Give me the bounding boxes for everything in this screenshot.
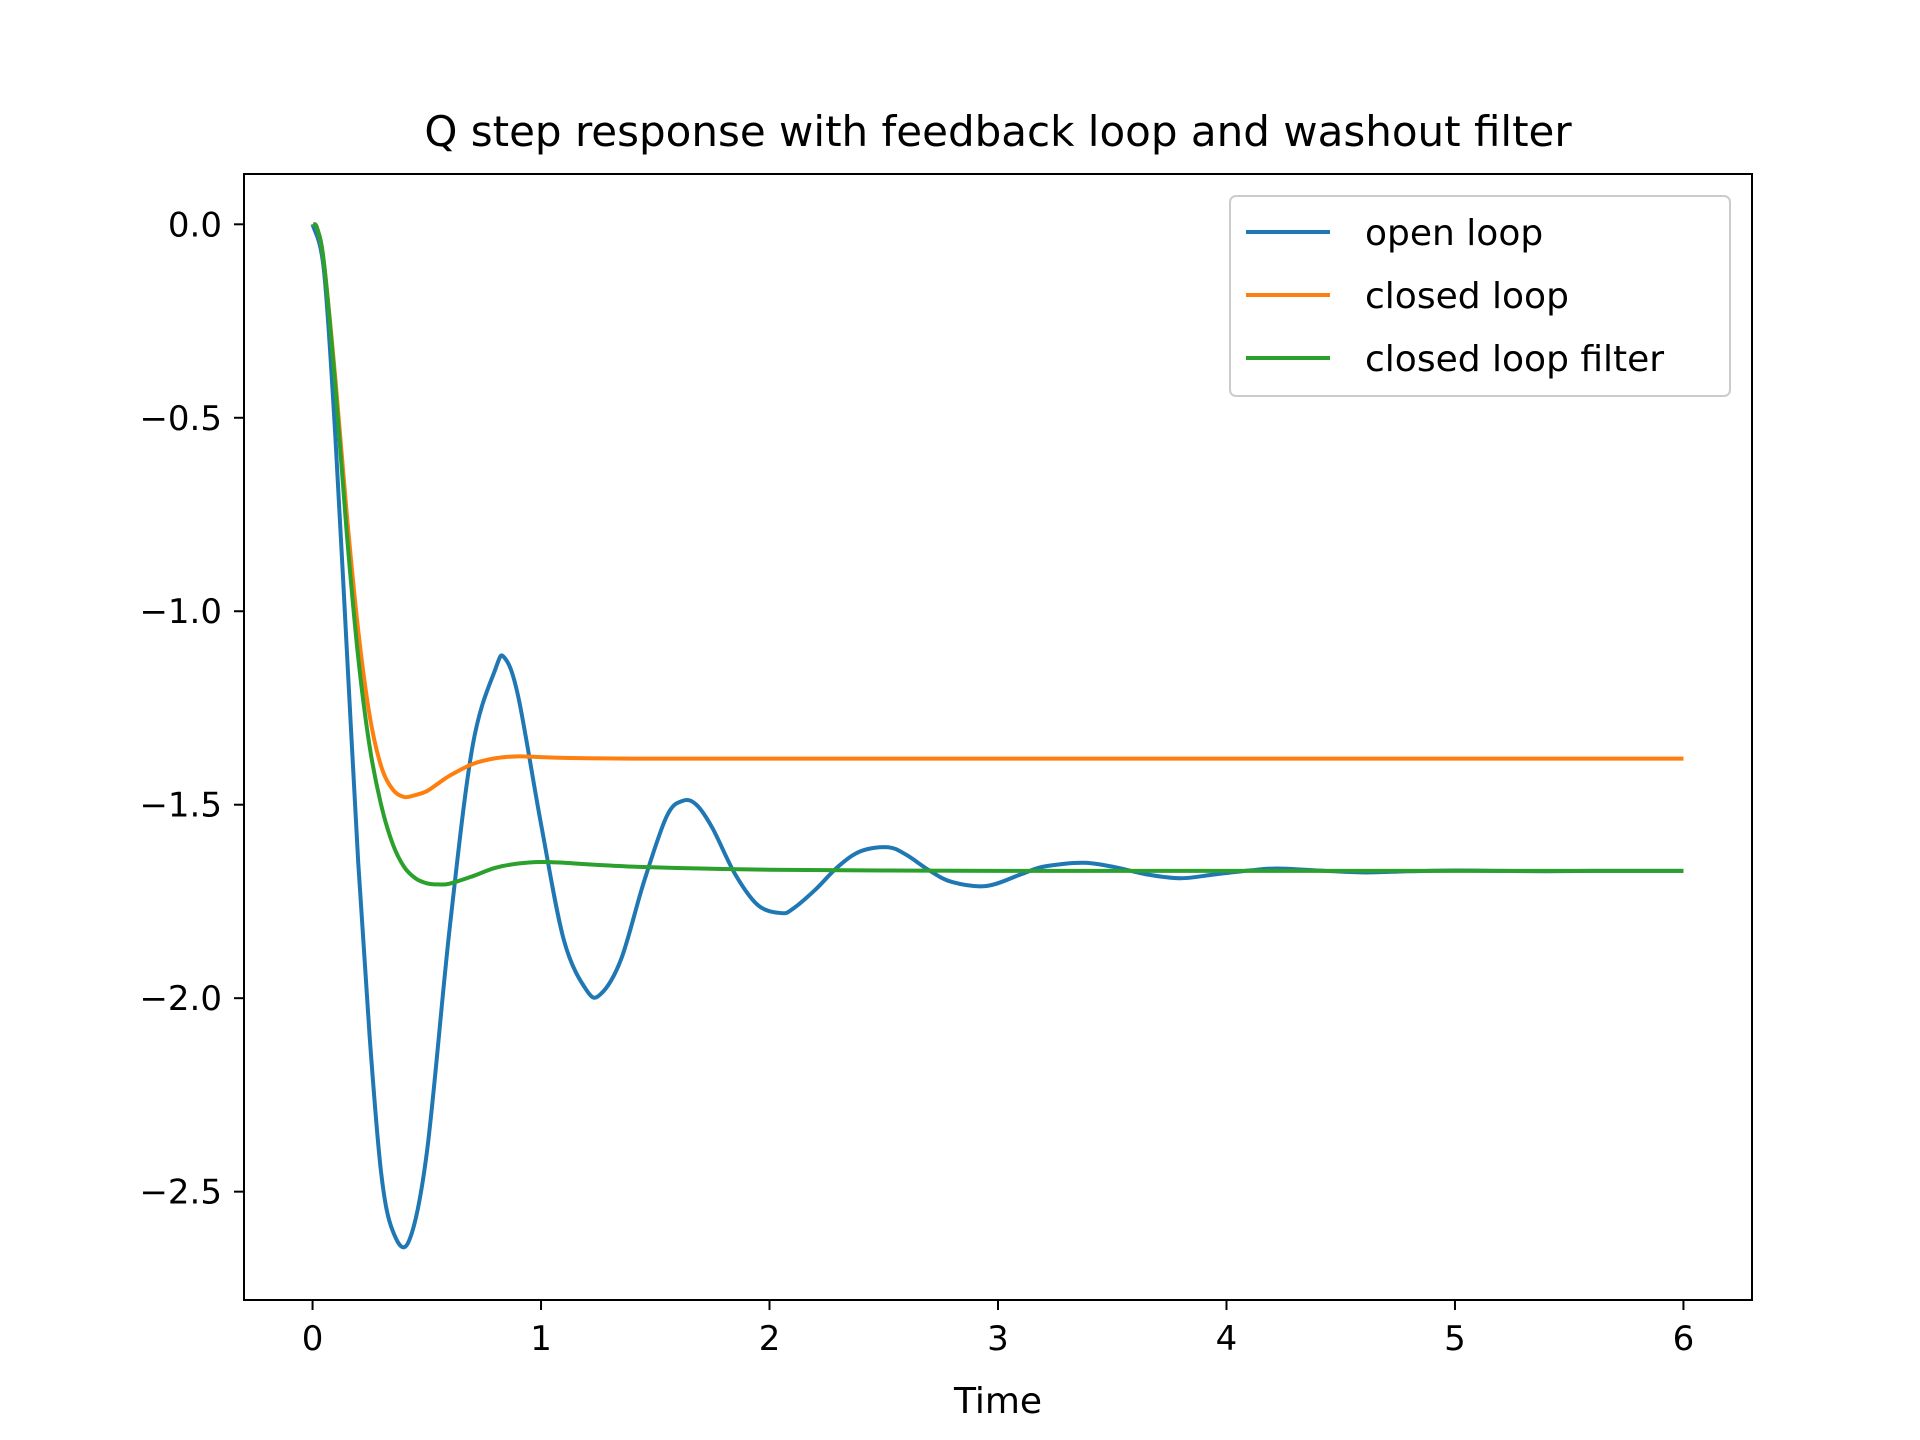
legend: open loop closed loop closed loop filter (1229, 195, 1731, 397)
series-layer (310, 222, 1684, 1250)
y-axis: 0.0 −0.5 −1.0 −1.5 −2.0 −2.5 (139, 205, 244, 1213)
y-tick-label: −2.5 (139, 1173, 222, 1213)
x-tick-label: 5 (1444, 1319, 1466, 1359)
chart-title: Q step response with feedback loop and w… (424, 107, 1572, 156)
x-tick-label: 2 (759, 1319, 781, 1359)
y-tick-label: 0.0 (168, 205, 222, 245)
x-tick-label: 3 (987, 1319, 1009, 1359)
x-axis: 0 1 2 3 4 5 6 (302, 1300, 1695, 1359)
legend-label: closed loop (1365, 276, 1569, 317)
x-tick-label: 1 (530, 1319, 552, 1359)
y-tick-label: −1.5 (139, 786, 222, 826)
series-line-closed-loop-filter (311, 222, 1684, 887)
x-axis-label: Time (953, 1381, 1042, 1422)
legend-label: open loop (1365, 213, 1543, 254)
x-tick-label: 6 (1673, 1319, 1695, 1359)
x-tick-label: 0 (302, 1319, 324, 1359)
y-tick-label: −1.0 (139, 592, 222, 632)
legend-label: closed loop filter (1365, 339, 1664, 380)
x-tick-label: 4 (1216, 1319, 1238, 1359)
y-tick-label: −2.0 (139, 979, 222, 1019)
legend-box (1229, 195, 1731, 397)
y-tick-label: −0.5 (139, 399, 222, 439)
